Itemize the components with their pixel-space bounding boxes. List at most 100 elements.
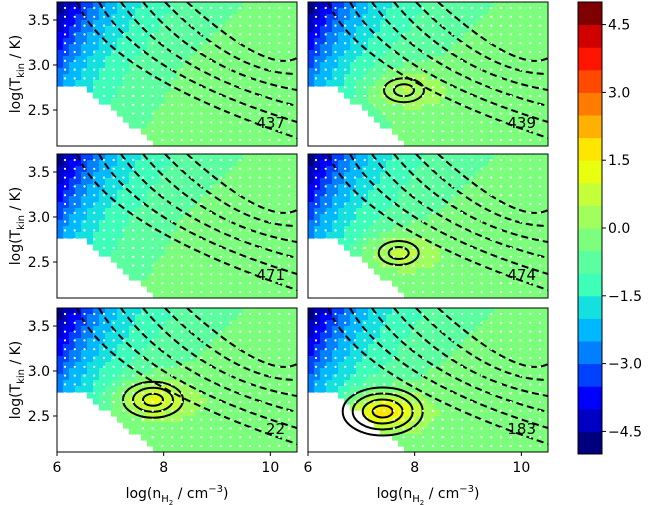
sample-dot (519, 246, 522, 250)
sample-dot (363, 33, 366, 36)
sample-dot (314, 330, 318, 333)
sample-dot (278, 202, 281, 206)
sample-dot (239, 229, 242, 232)
sample-dot (200, 77, 203, 80)
sample-dot (451, 330, 454, 333)
sample-dot (353, 374, 357, 377)
sample-dot (161, 68, 164, 71)
sample-dot (239, 436, 242, 439)
sample-dot (93, 50, 96, 54)
sample-dot (441, 400, 444, 404)
sample-dot (431, 158, 434, 162)
sample-dot (324, 50, 327, 54)
panel-label: 439 (507, 114, 536, 132)
sample-dot (538, 229, 542, 232)
sample-dot (529, 42, 532, 45)
sample-dot (102, 15, 106, 18)
sample-dot (412, 59, 415, 62)
sample-dot (324, 365, 327, 368)
sample-dot (171, 33, 174, 36)
sample-dot (268, 167, 271, 170)
sample-dot (200, 444, 203, 448)
sample-dot (441, 273, 444, 276)
sample-dot (200, 33, 203, 36)
sample-dot (171, 167, 174, 170)
sample-dot (219, 94, 222, 98)
sample-dot (412, 220, 415, 223)
sample-dot (402, 185, 405, 188)
sample-dot (171, 112, 174, 115)
sample-dot (412, 273, 415, 276)
sample-dot (190, 238, 193, 241)
sample-dot (529, 246, 532, 250)
sample-dot (470, 365, 473, 368)
sample-dot (422, 42, 425, 45)
sample-dot (314, 15, 318, 18)
sample-dot (63, 59, 67, 62)
sample-dot (490, 24, 493, 27)
sample-dot (383, 59, 386, 62)
sample-dot (180, 436, 183, 439)
sample-dot (383, 392, 386, 395)
sample-dot (538, 94, 542, 98)
sample-dot (132, 50, 135, 54)
sample-dot (499, 50, 503, 54)
sample-dot (441, 202, 444, 206)
sample-dot (490, 167, 493, 170)
sample-dot (314, 220, 318, 223)
sample-dot (161, 400, 164, 404)
sample-dot (141, 330, 144, 333)
sample-dot (248, 15, 252, 18)
sample-dot (314, 339, 318, 342)
sample-dot (248, 202, 252, 206)
sample-dot (239, 392, 242, 395)
sample-dot (519, 273, 522, 276)
sample-dot (422, 365, 425, 368)
sample-dot (132, 6, 135, 10)
sample-dot (461, 312, 464, 316)
sample-dot (287, 202, 291, 206)
sample-dot (412, 15, 415, 18)
sample-dot (141, 103, 144, 106)
sample-dot (278, 290, 281, 294)
sample-dot (258, 238, 261, 241)
sample-dot (392, 356, 395, 360)
sample-dot (451, 383, 454, 386)
sample-dot (190, 176, 193, 179)
sample-dot (353, 6, 357, 10)
sample-dot (102, 185, 106, 188)
sample-dot (151, 330, 154, 333)
sample-dot (373, 348, 376, 351)
sample-dot (344, 356, 347, 360)
sample-dot (538, 50, 542, 54)
sample-dot (171, 282, 174, 285)
sample-dot (122, 176, 125, 179)
sample-dot (461, 194, 464, 197)
sample-dot (373, 50, 376, 54)
sample-dot (324, 374, 327, 377)
sample-dot (180, 68, 183, 71)
sample-dot (83, 238, 86, 241)
sample-dot (83, 365, 86, 368)
sample-dot (344, 229, 347, 232)
sample-dot (239, 42, 242, 45)
sample-dot (499, 290, 503, 294)
sample-dot (102, 238, 106, 241)
sample-dot (161, 273, 164, 276)
sample-dot (151, 238, 154, 241)
sample-dot (529, 158, 532, 162)
sample-dot (219, 24, 222, 27)
sample-dot (373, 356, 376, 360)
sample-dot (190, 121, 193, 124)
heatmap-field (57, 2, 297, 146)
sample-dot (314, 374, 318, 377)
sample-dot (229, 6, 232, 10)
sample-dot (519, 356, 522, 360)
sample-dot (258, 444, 261, 448)
sample-dot (490, 112, 493, 115)
sample-dot (353, 229, 357, 232)
sample-dot (161, 167, 164, 170)
sample-dot (509, 112, 512, 115)
sample-dot (171, 392, 174, 395)
sample-dot (278, 77, 281, 80)
